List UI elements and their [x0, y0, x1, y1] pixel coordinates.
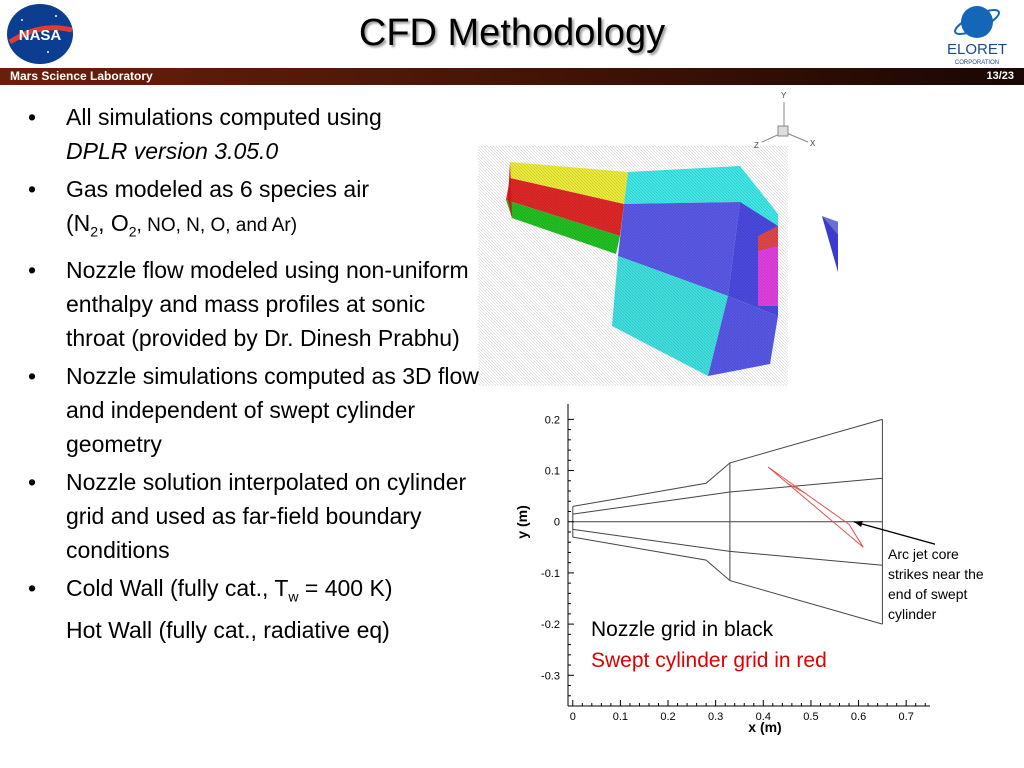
bullet-list: • All simulations computed using DPLR ve…	[28, 100, 488, 651]
subscript: 2	[128, 223, 137, 240]
y-tick-label: -0.2	[541, 619, 560, 631]
bullet-text-part: = 400 K)	[298, 574, 393, 601]
y-tick-label: -0.3	[541, 670, 560, 682]
y-tick-label: 0	[554, 517, 560, 529]
plot-legend: Nozzle grid in black Swept cylinder grid…	[591, 614, 827, 676]
annotation-arrow-line	[853, 521, 935, 545]
legend-swept-cylinder-grid: Swept cylinder grid in red	[591, 649, 827, 672]
eloret-logo-text: ELORET	[947, 41, 1007, 58]
nozzle-grid-line	[572, 536, 883, 625]
nasa-logo-text: NASA	[19, 27, 62, 44]
x-tick-label: 0.4	[756, 711, 771, 723]
grid-plot: 0.2 0.1 0 -0.1 -0.2 -0.3 0 0.1 0.2 0.3 0.4 0.5 0.6 0.…	[514, 404, 935, 735]
bullet-text-part: , O	[98, 210, 129, 236]
x-tick-label: 0.3	[708, 711, 723, 723]
nozzle-grid-line	[572, 477, 883, 515]
x-tick-label: 0.7	[899, 711, 914, 723]
x-tick-label: 0.1	[613, 711, 628, 723]
swept-cylinder-grid-line	[767, 466, 864, 548]
subscript: w	[288, 588, 299, 605]
annotation-line: cylinder	[888, 606, 937, 622]
page-title: CFD Methodology	[358, 12, 666, 54]
banner-project-name: Mars Science Laboratory	[10, 69, 153, 83]
bullet-text: Nozzle flow modeled using non-uniform en…	[66, 256, 469, 351]
legend-nozzle-grid: Nozzle grid in black	[591, 618, 774, 641]
annotation-line: strikes near the	[888, 566, 984, 582]
eloret-logo-subtext: CORPORATION	[955, 60, 999, 66]
bullet-item: • Nozzle flow modeled using non-uniform e…	[28, 256, 469, 351]
header-banner: Mars Science Laboratory 13/23	[0, 68, 1024, 85]
nozzle-grid-3d-image: Y X Z	[478, 86, 998, 396]
x-axis-label: x (m)	[748, 719, 781, 735]
plot-annotation: Arc jet core strikes near the end of swe…	[888, 544, 984, 624]
x-tick-label: 0.2	[660, 711, 675, 723]
bullet-text-part: (N	[66, 210, 91, 236]
swept-cylinder-grid-line	[786, 482, 807, 495]
bullet-item: • Nozzle solution interpolated on cylinde…	[28, 468, 467, 563]
bullet-text: Gas modeled as 6 species air	[66, 176, 369, 202]
nozzle-grid-line	[572, 418, 883, 507]
y-tick-label: -0.1	[541, 568, 560, 580]
x-tick-label: 0	[570, 711, 576, 723]
nasa-logo: NASA	[4, 2, 76, 66]
y-tick-label: 0.1	[545, 466, 560, 478]
triad-label-z: Z	[754, 141, 759, 150]
bullet-text-italic: DPLR version 3.05.0	[66, 138, 279, 164]
plot-axes: 0.2 0.1 0 -0.1 -0.2 -0.3 0 0.1 0.2 0.3 0.4 0.5 0.6 0.…	[541, 404, 930, 723]
triad-label-x: X	[810, 139, 816, 148]
bullet-text: Nozzle simulations computed as 3D flow a…	[66, 362, 479, 457]
x-tick-label: 0.5	[803, 711, 818, 723]
annotation-line: end of swept	[888, 586, 968, 602]
nozzle-grid-line	[572, 528, 883, 566]
annotation-arrow-head	[853, 521, 863, 527]
bullet-item: • All simulations computed using DPLR ve…	[28, 104, 382, 164]
bullet-text-part: , NO, N, O, and Ar)	[136, 215, 298, 236]
bullet-text-part: Cold Wall (fully cat., T	[66, 574, 289, 601]
plot-grid-lines	[572, 418, 883, 625]
bullet-item: • Gas modeled as 6 species air (N2, O2, …	[28, 176, 369, 240]
bullet-item: • Nozzle simulations computed as 3D flow …	[28, 362, 479, 457]
annotation-line: Arc jet core	[888, 546, 959, 562]
bullet-text-continuation: Hot Wall (fully cat., radiative eq)	[66, 617, 390, 644]
bullet-item: • Cold Wall (fully cat., Tw = 400 K) Hot…	[28, 574, 393, 644]
bullet-text: Nozzle solution interpolated on cylinder…	[66, 468, 467, 563]
axes-triad: Y X Z	[754, 91, 816, 150]
x-tick-label: 0.6	[851, 711, 866, 723]
triad-label-y: Y	[781, 91, 787, 100]
y-axis-label: y (m)	[514, 505, 530, 538]
eloret-logo: ELORET CORPORATION	[942, 2, 1012, 68]
bullet-text: All simulations computed using	[66, 104, 382, 130]
y-tick-label: 0.2	[545, 414, 560, 426]
page-number: 13/23	[986, 70, 1014, 82]
subscript: 2	[90, 223, 99, 240]
